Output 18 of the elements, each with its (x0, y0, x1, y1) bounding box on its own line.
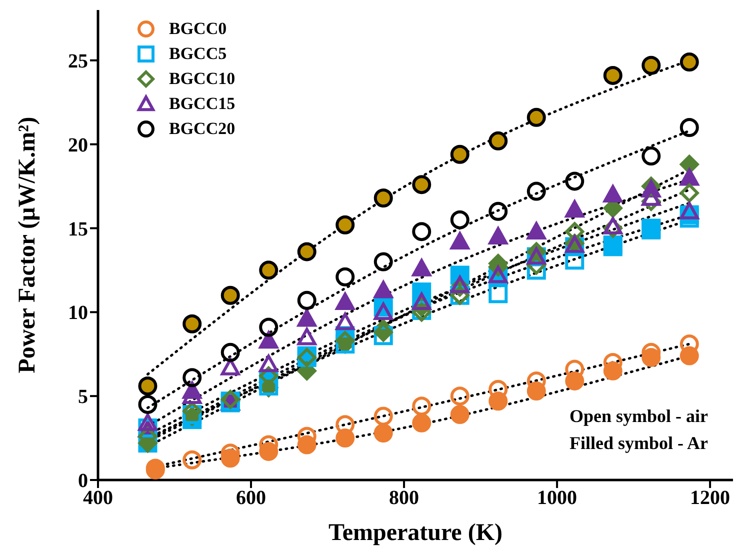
annotation: Open symbol - air (568, 405, 708, 428)
y-tick-label: 5 (78, 386, 88, 408)
y-tick-label: 20 (68, 134, 88, 156)
legend-label: BGCC5 (169, 44, 227, 64)
legend-label: BGCC15 (169, 94, 236, 114)
legend-label: BGCC20 (169, 118, 236, 138)
annotation: Filled symbol - Ar (568, 432, 708, 455)
legend-label: BGCC0 (169, 18, 227, 38)
y-axis-title: Power Factor (μW/K.m²) (14, 116, 41, 374)
y-tick-label: 10 (68, 302, 88, 324)
y-tick-label: 15 (68, 218, 88, 240)
x-tick-label: 1200 (690, 487, 730, 510)
x-tick-label: 600 (236, 487, 266, 510)
x-axis-title: Temperature (K) (328, 520, 502, 546)
legend-label: BGCC10 (169, 68, 236, 88)
x-tick-label: 800 (389, 487, 420, 510)
x-tick-label: 1000 (537, 487, 578, 510)
y-tick-label: 25 (68, 50, 88, 72)
